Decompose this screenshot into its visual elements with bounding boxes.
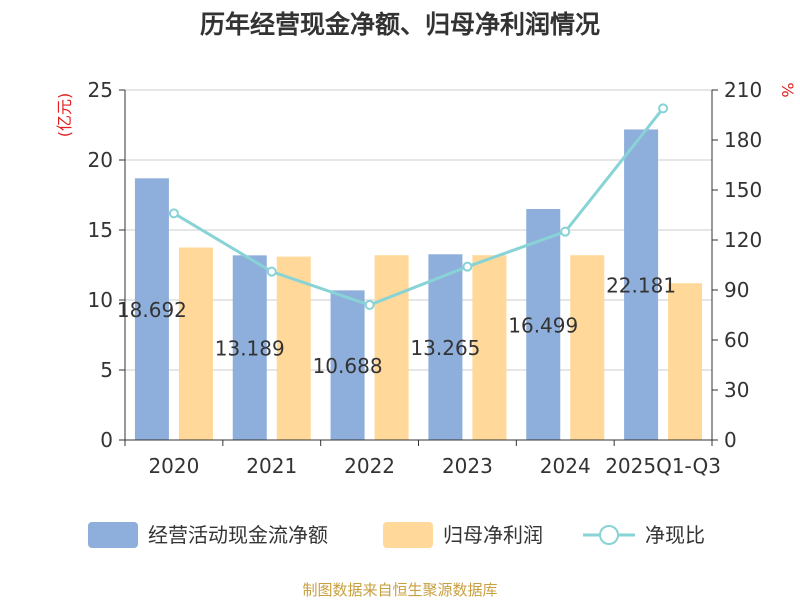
legend-swatch-ratio bbox=[583, 525, 635, 545]
cashflow-bar bbox=[526, 209, 561, 440]
ratio-point bbox=[266, 266, 277, 277]
right-tick-label: 90 bbox=[724, 278, 749, 302]
legend-swatch-cashflow bbox=[88, 522, 138, 548]
cashflow-bar bbox=[330, 290, 365, 440]
cashflow-data-label: 13.189 bbox=[215, 337, 285, 361]
chart-title: 历年经营现金净额、归母净利润情况 bbox=[200, 10, 600, 39]
right-tick-label: 150 bbox=[724, 178, 762, 202]
gridlines bbox=[125, 89, 712, 441]
ratio-point bbox=[168, 208, 179, 219]
legend-label-ratio: 净现比 bbox=[645, 523, 705, 547]
x-tick-label: 2025Q1-Q3 bbox=[605, 454, 721, 478]
legend: 经营活动现金流净额 归母净利润 净现比 bbox=[88, 522, 705, 548]
axes: 0 5 10 15 20 25 0 30 60 90 120 150 180 210 2020 2021 202… bbox=[88, 78, 763, 478]
net-profit-bar bbox=[570, 255, 605, 440]
left-tick-label: 25 bbox=[88, 78, 113, 102]
cashflow-bar bbox=[134, 178, 169, 440]
ratio-line bbox=[168, 103, 669, 310]
net-profit-bar bbox=[668, 283, 703, 440]
left-tick-label: 20 bbox=[88, 148, 113, 172]
ratio-point bbox=[560, 226, 571, 237]
x-tick-label: 2022 bbox=[344, 454, 395, 478]
left-tick-label: 0 bbox=[100, 428, 113, 452]
right-tick-label: 60 bbox=[724, 328, 749, 352]
ratio-line-path bbox=[173, 107, 665, 307]
x-tick-label: 2023 bbox=[442, 454, 493, 478]
legend-line-marker bbox=[599, 525, 619, 545]
right-tick-label: 210 bbox=[724, 78, 762, 102]
net-profit-bar bbox=[276, 256, 311, 440]
x-tick-label: 2024 bbox=[540, 454, 591, 478]
legend-label-cashflow: 经营活动现金流净额 bbox=[148, 523, 328, 547]
cashflow-bar bbox=[232, 255, 267, 440]
cashflow-data-label: 18.692 bbox=[117, 298, 187, 322]
net-profit-bar bbox=[374, 255, 409, 440]
legend-swatch-net-profit bbox=[383, 522, 433, 548]
ratio-point bbox=[364, 300, 375, 310]
x-tick-label: 2021 bbox=[246, 454, 297, 478]
data-labels: 18.692 13.189 10.688 13.265 16.499 22.181 bbox=[117, 274, 676, 378]
left-axis-unit: (亿元) bbox=[55, 93, 74, 138]
bars bbox=[134, 129, 703, 440]
right-tick-label: 180 bbox=[724, 128, 762, 152]
source-note: 制图数据来自恒生聚源数据库 bbox=[302, 581, 497, 599]
right-tick-label: 30 bbox=[724, 378, 749, 402]
cashflow-bar bbox=[624, 129, 659, 440]
net-profit-bar bbox=[472, 255, 507, 440]
ratio-point bbox=[658, 103, 669, 114]
x-tick-label: 2020 bbox=[148, 454, 199, 478]
left-tick-label: 15 bbox=[88, 218, 113, 242]
ratio-point bbox=[462, 261, 473, 272]
cashflow-data-label: 16.499 bbox=[508, 314, 578, 338]
left-tick-label: 5 bbox=[100, 358, 113, 382]
right-axis-unit: % bbox=[778, 82, 797, 97]
legend-label-net-profit: 归母净利润 bbox=[443, 523, 543, 547]
cashflow-data-label: 22.181 bbox=[606, 274, 676, 298]
cashflow-bar bbox=[428, 254, 463, 440]
net-profit-bar bbox=[178, 247, 213, 440]
left-tick-label: 10 bbox=[88, 288, 113, 312]
right-tick-label: 120 bbox=[724, 228, 762, 252]
cashflow-data-label: 10.688 bbox=[313, 354, 383, 378]
cashflow-data-label: 13.265 bbox=[410, 336, 480, 360]
right-tick-label: 0 bbox=[724, 428, 737, 452]
